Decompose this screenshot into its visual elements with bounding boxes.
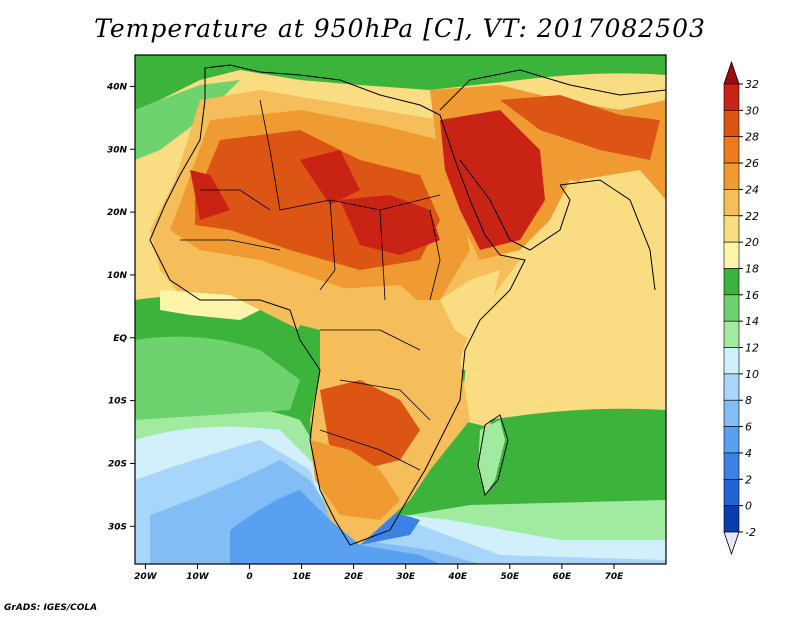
borders-central xyxy=(319,199,441,301)
field-arabia-hot xyxy=(440,110,545,250)
africa-coastline xyxy=(149,64,526,546)
temperature-field xyxy=(135,55,666,564)
field-horn xyxy=(440,270,500,340)
colorbar-label: 12 xyxy=(745,342,759,355)
x-axis: 20W 10W 0 10E 20E 30E 40E 50E 60E 70E xyxy=(134,564,624,582)
x-tick-label: 50E xyxy=(500,572,520,582)
field-zambia-hot xyxy=(320,380,420,470)
y-tick-label: 30S xyxy=(108,522,127,532)
colorbar-swatch xyxy=(723,505,740,533)
y-tick-label: 10N xyxy=(107,271,128,281)
coastlines xyxy=(149,64,666,546)
x-tick-label: 60E xyxy=(553,572,573,582)
field-atlantic-green xyxy=(135,336,300,420)
y-axis: 40N 30N 20N 10N EQ 10S 20S 30S xyxy=(106,82,135,532)
colorbar-swatch xyxy=(723,215,740,243)
colorbar-label: 30 xyxy=(745,104,759,117)
x-tick-label: 30E xyxy=(396,572,416,582)
x-tick-label: 0 xyxy=(246,572,252,582)
field-libya-hot xyxy=(300,150,360,205)
colorbar-swatch xyxy=(723,83,740,111)
colorbar-label: 32 xyxy=(745,78,759,91)
plot-frame xyxy=(134,54,667,565)
colorbar-swatch xyxy=(723,478,740,506)
colorbar-swatch xyxy=(723,399,740,427)
colorbar-swatch xyxy=(723,294,740,322)
x-tick-label: 10W xyxy=(186,572,210,582)
y-tick-label: 20N xyxy=(107,208,128,218)
red-sea-gulf xyxy=(459,159,571,251)
x-tick-label: 20W xyxy=(134,572,158,582)
y-tick-label: 20S xyxy=(108,459,127,469)
colorbar-swatch xyxy=(723,452,740,480)
colorbar-label: 8 xyxy=(745,394,752,407)
x-tick-label: 20E xyxy=(344,572,364,582)
colorbar-swatch xyxy=(723,373,740,401)
colorbar-label: 16 xyxy=(745,289,759,302)
field-indian-ocean xyxy=(460,300,666,430)
colorbar-label: 18 xyxy=(745,262,759,275)
madagascar-coast xyxy=(477,414,509,497)
map-title: Temperature at 950hPa [C], VT: 201708250… xyxy=(94,14,706,43)
x-tick-label: 40E xyxy=(447,572,468,582)
field-indian-green xyxy=(490,408,666,470)
field-south-deepblue xyxy=(230,490,440,564)
colorbar-label: 20 xyxy=(745,236,759,249)
colorbar-label: 28 xyxy=(745,131,759,144)
colorbar-swatch xyxy=(723,426,740,454)
field-mauritania-hot xyxy=(190,170,230,220)
colorbar-swatch xyxy=(723,110,740,138)
borders-north xyxy=(259,99,441,211)
field-madagascar xyxy=(478,420,505,495)
arabia-india-coast xyxy=(559,179,656,291)
colorbar-label: 2 xyxy=(745,473,752,486)
y-tick-label: 40N xyxy=(106,82,128,92)
colorbar-swatch xyxy=(723,268,740,296)
colorbar-swatch xyxy=(723,189,740,217)
colorbar-swatch xyxy=(723,347,740,375)
asia-coast-north xyxy=(439,69,666,111)
field-north-green xyxy=(135,55,666,110)
y-tick-label: EQ xyxy=(113,334,127,344)
colorbar-bottom-arrow xyxy=(723,531,740,556)
colorbar-label: -2 xyxy=(745,526,756,539)
colorbar-label: 4 xyxy=(745,447,752,460)
colorbar-label: 6 xyxy=(745,421,752,434)
field-sudan-hot xyxy=(340,195,440,255)
colorbar-swatch xyxy=(723,136,740,164)
colorbar-swatch xyxy=(723,320,740,348)
colorbar-label: 14 xyxy=(745,315,759,328)
grads-credit: GrADS: IGES/COLA xyxy=(4,603,98,613)
field-india xyxy=(580,170,666,300)
colorbar-swatch xyxy=(723,241,740,269)
colorbar-label: 10 xyxy=(745,368,759,381)
colorbar-label: 22 xyxy=(745,210,759,223)
y-tick-label: 30N xyxy=(107,145,128,155)
field-guinea-coast xyxy=(160,290,260,320)
colorbar-top-arrow xyxy=(723,60,740,85)
colorbar-label: 24 xyxy=(745,183,759,196)
x-tick-label: 10E xyxy=(292,572,312,582)
colorbar-label: 0 xyxy=(745,500,752,513)
field-iran-hot xyxy=(500,95,660,160)
colorbar-label: 26 xyxy=(745,157,759,170)
field-gabon-green xyxy=(290,325,320,380)
colorbar-swatch xyxy=(723,162,740,190)
borders-west xyxy=(180,189,281,251)
field-south-africa-warm xyxy=(310,440,400,520)
x-tick-label: 70E xyxy=(605,572,625,582)
borders-south xyxy=(319,329,431,471)
y-tick-label: 10S xyxy=(108,397,127,407)
